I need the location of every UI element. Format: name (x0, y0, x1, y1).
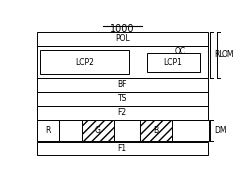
Text: LCP2: LCP2 (75, 58, 94, 67)
Bar (146, 53, 200, 72)
Bar (82, 120, 114, 141)
Text: TS: TS (118, 94, 127, 103)
Text: OC: OC (175, 48, 186, 56)
Text: F2: F2 (118, 108, 127, 117)
Bar (59, 120, 82, 141)
Text: DM: DM (215, 126, 227, 135)
Text: RL: RL (215, 50, 224, 59)
Bar (37, 32, 207, 46)
Text: LCP1: LCP1 (164, 58, 182, 67)
Text: 1000: 1000 (110, 24, 134, 34)
Text: F1: F1 (118, 144, 127, 153)
Bar (37, 120, 207, 141)
Bar (37, 78, 207, 92)
Bar (140, 120, 172, 141)
Bar (40, 50, 129, 74)
Bar (37, 142, 207, 155)
Text: POL: POL (115, 34, 130, 43)
Bar (37, 106, 207, 120)
Bar (114, 120, 140, 141)
Text: B: B (153, 126, 158, 135)
Bar (37, 46, 207, 78)
Text: OM: OM (222, 50, 234, 59)
Bar (172, 120, 209, 141)
Text: BF: BF (118, 80, 127, 89)
Text: G: G (95, 126, 100, 135)
Bar (37, 92, 207, 106)
Bar (37, 120, 59, 141)
Text: R: R (46, 126, 51, 135)
